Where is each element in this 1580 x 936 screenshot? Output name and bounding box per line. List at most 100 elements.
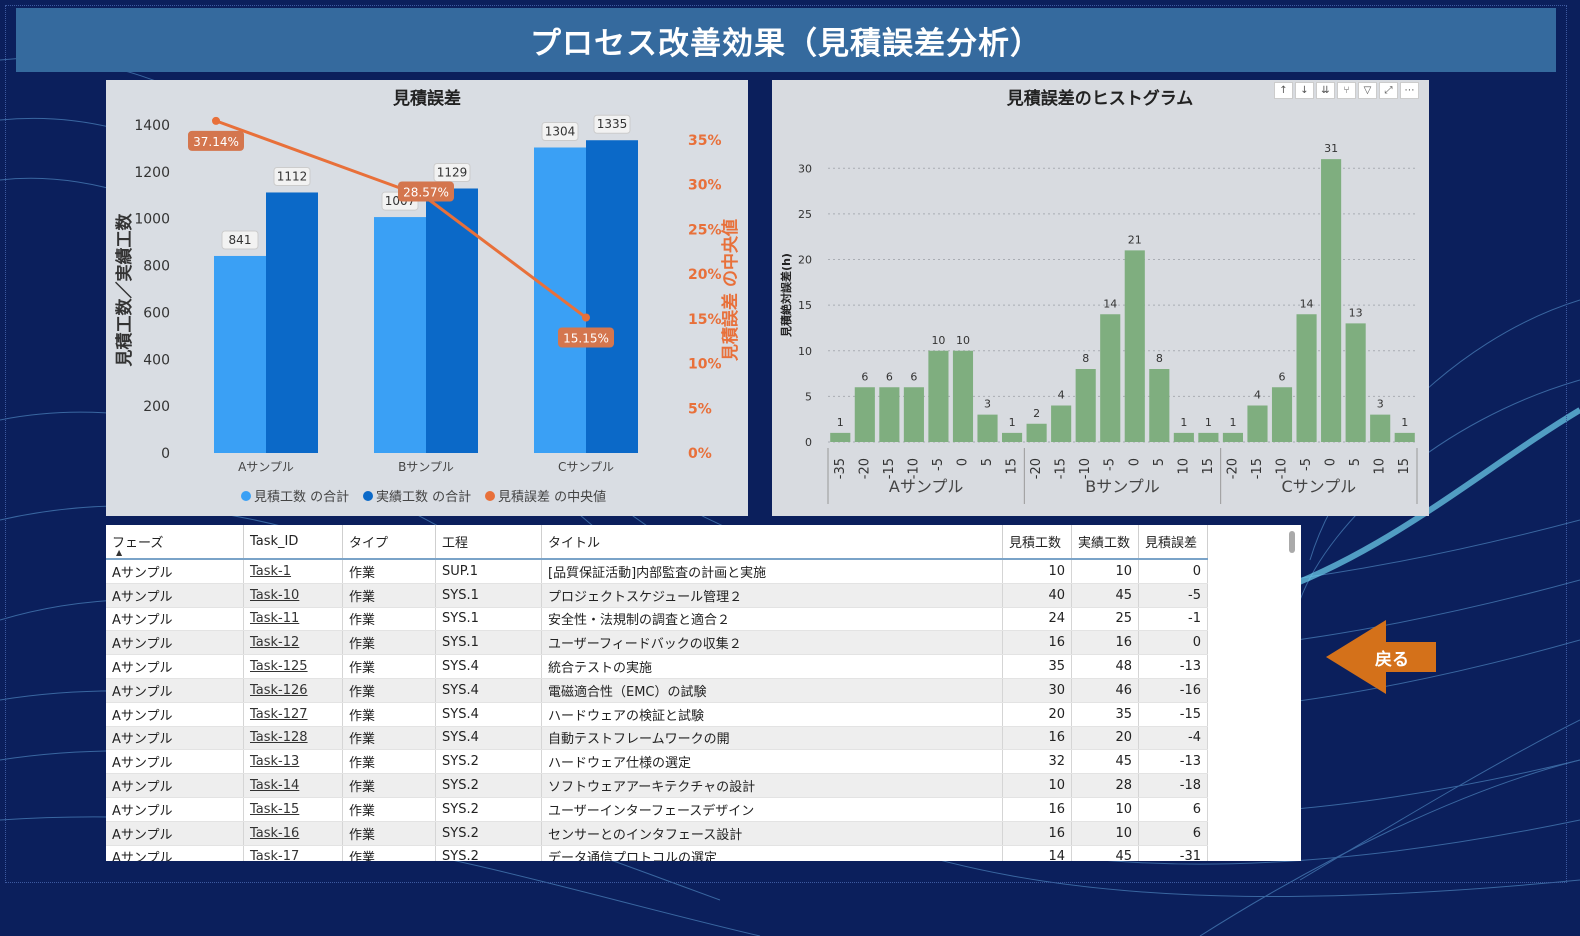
column-header[interactable]: フェーズ ▲ xyxy=(106,525,244,560)
histogram-bar[interactable] xyxy=(1149,369,1170,442)
table-row[interactable]: Aサンプル Task-12 作業 SYS.1 ユーザーフィードバックの収集２ 16 16 0 xyxy=(106,630,1208,656)
histogram-bar[interactable] xyxy=(1296,314,1317,442)
histogram-bar[interactable] xyxy=(1321,159,1342,442)
median-label: 28.57% xyxy=(403,186,449,200)
bar-actual[interactable] xyxy=(586,140,638,453)
back-button-label[interactable]: 戻る xyxy=(1375,650,1409,670)
median-point[interactable] xyxy=(582,313,590,322)
task-id-link[interactable]: Task-11 xyxy=(243,607,343,632)
task-table[interactable]: フェーズ ▲ Task_ID タイプ 工程 タイトル 見積工数 実績工数 見積誤差… xyxy=(106,525,1301,861)
median-point[interactable] xyxy=(212,116,220,125)
table-cell: 32 xyxy=(1002,749,1072,775)
column-header[interactable]: タイトル xyxy=(541,525,1003,560)
table-cell: Aサンプル xyxy=(106,559,244,584)
histogram-bar[interactable] xyxy=(1222,432,1243,442)
table-cell: 16 xyxy=(1002,726,1072,751)
histogram-bar[interactable] xyxy=(1124,250,1145,442)
error-histogram-panel[interactable]: 見積誤差のヒストグラム 見積絶対誤差(h) 0 5 10 15 20 25 30 1 -35 6 -20… xyxy=(772,80,1429,516)
back-button[interactable] xyxy=(1326,620,1438,694)
histogram-bar[interactable] xyxy=(1100,314,1121,442)
table-row[interactable]: Aサンプル Task-13 作業 SYS.2 ハードウェア仕様の選定 32 45 -13 xyxy=(106,749,1208,775)
histogram-bar[interactable] xyxy=(854,387,875,442)
table-cell: -13 xyxy=(1138,654,1208,679)
table-cell: 16 xyxy=(1002,821,1072,846)
x-tick-label: -20 xyxy=(1029,458,1044,479)
task-id-link[interactable]: Task-125 xyxy=(243,654,343,679)
bar-estimate[interactable] xyxy=(374,217,426,453)
table-row[interactable]: Aサンプル Task-1 作業 SUP.1 [品質保証活動]内部監査の計画と実施 10 10… xyxy=(106,559,1208,584)
table-cell: -13 xyxy=(1138,749,1208,775)
column-header[interactable]: 見積誤差 xyxy=(1138,525,1208,560)
table-row[interactable]: Aサンプル Task-126 作業 SYS.4 電磁適合性（EMC）の試験 30 46 -16 xyxy=(106,678,1208,703)
table-row[interactable]: Aサンプル Task-15 作業 SYS.2 ユーザーインターフェースデザイン 16 10 6 xyxy=(106,797,1208,822)
double-arrow-down-icon[interactable]: ⇊ xyxy=(1316,82,1335,99)
table-cell: Aサンプル xyxy=(106,583,244,608)
histogram-bar[interactable] xyxy=(830,432,851,442)
histogram-bar[interactable] xyxy=(1345,323,1366,442)
table-row[interactable]: Aサンプル Task-16 作業 SYS.2 センサーとのインタフェース設計 16 10 6 xyxy=(106,821,1208,846)
task-id-link[interactable]: Task-128 xyxy=(243,726,343,751)
legend-label[interactable]: 見積誤差 の中央値 xyxy=(498,489,606,505)
table-cell: SYS.1 xyxy=(435,607,542,632)
task-id-link[interactable]: Task-14 xyxy=(243,773,343,798)
histogram-bar[interactable] xyxy=(1173,432,1194,442)
bar-actual[interactable] xyxy=(426,188,478,453)
histogram-bar[interactable] xyxy=(977,414,998,442)
table-row[interactable]: Aサンプル Task-17 作業 SYS.2 データ通信プロトコルの選定 14 45 -31 xyxy=(106,845,1208,861)
column-header[interactable]: 見積工数 xyxy=(1002,525,1072,560)
table-row[interactable]: Aサンプル Task-14 作業 SYS.2 ソフトウェアアーキテクチャの設計 10 28-… xyxy=(106,773,1208,798)
table-cell: -31 xyxy=(1138,845,1208,861)
column-header[interactable]: 実績工数 xyxy=(1071,525,1139,560)
histogram-bar[interactable] xyxy=(1051,405,1072,443)
histogram-bar[interactable] xyxy=(879,387,900,442)
task-id-link[interactable]: Task-1 xyxy=(243,559,343,584)
histogram-bar[interactable] xyxy=(1198,432,1219,442)
task-id-link[interactable]: Task-10 xyxy=(243,583,343,608)
task-id-link[interactable]: Task-15 xyxy=(243,797,343,822)
estimate-error-chart-panel[interactable]: 見積誤差 0 200 400 600 800 1000 1200 1400 0% 5% 10% 15% 2… xyxy=(106,80,748,516)
histogram-bar[interactable] xyxy=(1370,414,1391,442)
table-row[interactable]: Aサンプル Task-127 作業 SYS.4 ハードウェアの検証と試験 20 35 -15 xyxy=(106,702,1208,727)
task-id-link[interactable]: Task-126 xyxy=(243,678,343,703)
histogram-bar[interactable] xyxy=(1247,405,1268,443)
column-header[interactable]: タイプ xyxy=(342,525,436,560)
arrow-up-icon[interactable]: ↑ xyxy=(1274,82,1293,99)
x-tick-label: 5 xyxy=(1152,458,1167,466)
table-scrollbar[interactable] xyxy=(1289,531,1295,553)
histogram-bar[interactable] xyxy=(903,387,924,442)
task-id-link[interactable]: Task-17 xyxy=(243,845,343,861)
table-row[interactable]: Aサンプル Task-11 作業 SYS.1 安全性・法規制の調査と適合２ 24 25 -1 xyxy=(106,607,1208,632)
histogram-bar[interactable] xyxy=(1002,432,1023,442)
histogram-bar[interactable] xyxy=(928,350,949,442)
task-id-link[interactable]: Task-16 xyxy=(243,821,343,846)
bar-estimate[interactable] xyxy=(534,147,586,453)
column-header[interactable]: 工程 xyxy=(435,525,542,560)
arrow-down-icon[interactable]: ↓ xyxy=(1295,82,1314,99)
table-cell: 作業 xyxy=(342,654,436,679)
histogram-bar[interactable] xyxy=(952,350,974,442)
histogram-bar[interactable] xyxy=(1075,369,1096,442)
task-id-link[interactable]: Task-13 xyxy=(243,749,343,775)
table-row[interactable]: Aサンプル Task-128 作業 SYS.4 自動テストフレームワークの開 16 20 -4 xyxy=(106,726,1208,751)
task-id-link[interactable]: Task-12 xyxy=(243,630,343,656)
column-header[interactable]: Task_ID xyxy=(243,525,343,560)
focus-mode-icon[interactable]: ⤢ xyxy=(1379,82,1398,99)
histogram-bar[interactable] xyxy=(1026,423,1047,442)
task-table-grid: フェーズ ▲ Task_ID タイプ 工程 タイトル 見積工数 実績工数 見積誤差… xyxy=(106,525,1208,861)
histogram-bar[interactable] xyxy=(1394,432,1415,442)
estimate-error-chart: 見積誤差 0 200 400 600 800 1000 1200 1400 0% 5% 10% 15% 2… xyxy=(114,88,741,505)
histogram-bar[interactable] xyxy=(1271,387,1293,442)
fork-icon[interactable]: ⑂ xyxy=(1337,82,1356,99)
table-cell: 45 xyxy=(1071,749,1139,775)
legend-label[interactable]: 見積工数 の合計 xyxy=(254,489,349,505)
table-row[interactable]: Aサンプル Task-125 作業 SYS.4 統合テストの実施 35 48 -13 xyxy=(106,654,1208,679)
bar-actual[interactable] xyxy=(266,192,318,453)
filter-icon[interactable]: ▽ xyxy=(1358,82,1377,99)
task-id-link[interactable]: Task-127 xyxy=(243,702,343,727)
bar-estimate[interactable] xyxy=(214,255,266,453)
y-tick-label: 15 xyxy=(798,299,812,312)
table-row[interactable]: Aサンプル Task-10 作業 SYS.1 プロジェクトスケジュール管理２ 40 45 -5 xyxy=(106,583,1208,608)
legend-label[interactable]: 実績工数 の合計 xyxy=(376,489,471,505)
more-options-icon[interactable]: ⋯ xyxy=(1400,82,1419,99)
table-cell: ハードウェア仕様の選定 xyxy=(541,749,1003,775)
